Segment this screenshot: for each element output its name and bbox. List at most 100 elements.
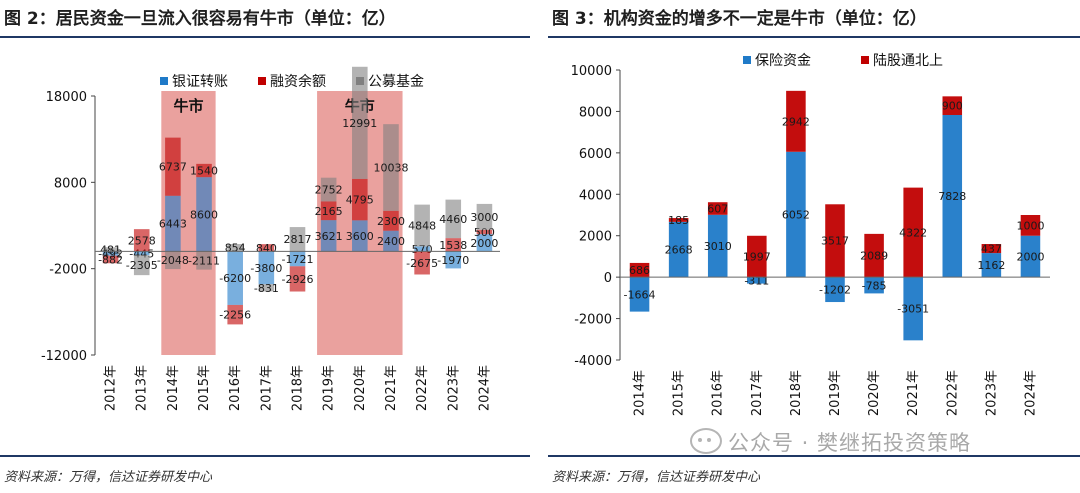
bar-segment — [668, 221, 689, 278]
bar-segment — [165, 195, 181, 252]
data-label: -831 — [254, 282, 279, 295]
data-label: 2752 — [315, 184, 343, 197]
right-chart-title: 图 3：机构资金的增多不一定是牛市（单位：亿） — [552, 9, 927, 29]
data-label: 7828 — [938, 190, 966, 203]
data-label: 481 — [100, 243, 121, 256]
data-label: 8600 — [190, 208, 218, 221]
x-tick-label: 2016年 — [228, 365, 243, 411]
data-label: 2578 — [128, 234, 156, 247]
legend-label: 陆股通北上 — [873, 53, 943, 69]
data-label: -2926 — [282, 273, 314, 286]
y-tick-label: 6000 — [579, 147, 612, 162]
bar-segment — [707, 214, 728, 278]
legend-swatch — [160, 77, 168, 85]
left-chart-panel: 图 2：居民资金一旦流入很容易有牛市（单位：亿） 牛市牛市-12000-2000… — [0, 0, 530, 493]
bar-segment — [289, 266, 306, 292]
bar-segment — [133, 251, 150, 256]
data-label: 12991 — [342, 117, 377, 130]
legend-label: 公募基金 — [368, 73, 424, 90]
x-tick-label: 2018年 — [789, 370, 804, 416]
bar-segment — [196, 251, 212, 270]
x-tick-label: 2017年 — [750, 370, 765, 416]
data-label: -3800 — [250, 262, 282, 275]
data-label: -882 — [98, 253, 123, 266]
y-tick-label: -12000 — [41, 349, 87, 364]
bar-segment — [864, 233, 884, 278]
bar-segment — [352, 66, 368, 179]
left-chart-svg: 牛市牛市-12000-2000800018000-492-882481-4452… — [41, 66, 500, 411]
data-label: 840 — [256, 242, 277, 255]
bar-segment — [981, 253, 1002, 278]
data-label: 2400 — [377, 235, 405, 248]
y-tick-label: 4000 — [579, 188, 612, 203]
y-tick-label: 18000 — [46, 90, 87, 105]
x-tick-label: 2012年 — [104, 365, 119, 411]
bar-segment — [383, 124, 399, 211]
bar-segment — [903, 277, 923, 341]
legend-swatch — [743, 56, 751, 64]
bar-segment — [942, 114, 963, 278]
bar-segment — [707, 202, 728, 215]
bar-segment — [747, 235, 767, 278]
bar-segment — [352, 178, 368, 221]
data-label: 2300 — [377, 215, 405, 228]
data-label: 686 — [629, 264, 650, 277]
bar-segment — [383, 210, 399, 231]
right-top-rule — [548, 36, 1080, 38]
right-chart-panel: 图 3：机构资金的增多不一定是牛市（单位：亿） -4000 -2000 0 2000 4… — [548, 0, 1080, 493]
bar-segment — [133, 255, 150, 276]
bar-segment — [414, 246, 430, 252]
data-label: 437 — [981, 243, 1002, 256]
right-chart-svg: -4000 -2000 0 2000 4000 6000 8000 10000 -1664 686… — [571, 53, 1050, 416]
bar-segment — [629, 277, 650, 312]
bar-segment — [165, 251, 181, 270]
right-bottom-rule — [548, 455, 1080, 457]
bar-segment — [227, 244, 243, 252]
bar-segment — [320, 220, 337, 252]
x-tick-label: 2017年 — [259, 365, 274, 411]
bar-segment — [825, 277, 845, 303]
data-label: 3000 — [470, 211, 498, 224]
data-label: 1540 — [190, 165, 218, 178]
x-tick-label: 2023年 — [984, 370, 999, 416]
watermark: 公众号 · 樊继拓投资策略 — [690, 427, 971, 457]
left-chart-title: 图 2：居民资金一旦流入很容易有牛市（单位：亿） — [4, 9, 396, 29]
bar-segment — [825, 204, 845, 278]
data-label: 4795 — [346, 194, 374, 207]
data-label: -1970 — [437, 254, 469, 267]
y-tick-label: 0 — [604, 271, 612, 286]
bar-segment — [289, 251, 306, 267]
data-label: 10038 — [373, 161, 408, 174]
bar-segment — [102, 251, 119, 256]
watermark-text: 公众号 · 樊继拓投资策略 — [728, 431, 972, 455]
data-label: 2000 — [1016, 250, 1044, 263]
x-tick-label: 2015年 — [197, 365, 212, 411]
left-source-note: 资料来源：万得，信达证券研发中心 — [4, 470, 213, 485]
x-tick-label: 2019年 — [322, 365, 337, 411]
data-label: -1202 — [819, 284, 851, 297]
bar-segment — [414, 251, 430, 275]
bar-segment — [258, 251, 275, 285]
bull-market-label: 牛市 — [173, 97, 203, 115]
bar-segment — [445, 199, 462, 239]
bar-segment — [476, 234, 493, 252]
bar-segment — [476, 229, 493, 235]
bar-segment — [629, 262, 650, 278]
bar-segment — [289, 227, 306, 252]
bar-segment — [258, 244, 275, 252]
bar-segment — [102, 255, 119, 264]
bar-segment — [786, 151, 806, 278]
bar-segment — [196, 177, 212, 252]
bar-segment — [352, 220, 368, 252]
x-tick-label: 2013年 — [135, 365, 150, 411]
bar-segment — [668, 218, 689, 222]
bar-segment — [981, 244, 1002, 254]
legend-label: 保险资金 — [755, 53, 811, 69]
wechat-icon — [690, 428, 722, 454]
legend-swatch — [861, 56, 869, 64]
data-label: 607 — [707, 203, 728, 216]
bar-segment — [414, 204, 430, 247]
bar-segment — [1020, 235, 1041, 278]
data-label: 2817 — [284, 233, 312, 246]
bar-segment — [942, 96, 963, 115]
